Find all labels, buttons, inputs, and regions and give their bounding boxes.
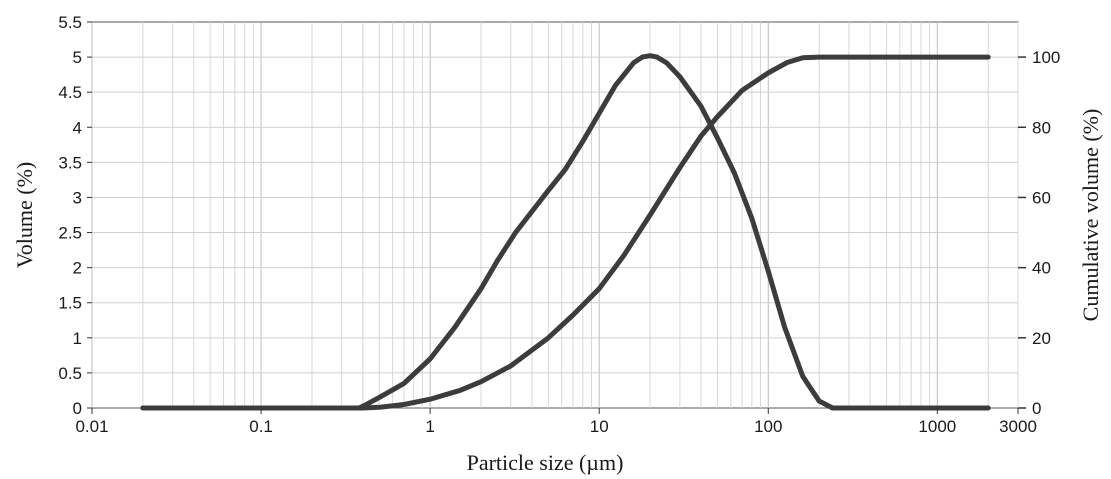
series-layer xyxy=(140,53,991,411)
x-tick-label: 100 xyxy=(754,417,782,436)
y-left-axis-label: Volume (%) xyxy=(12,162,37,269)
y-left-tick-label: 5.5 xyxy=(58,13,82,32)
x-tick-label: 0.01 xyxy=(75,417,108,436)
plot-frame xyxy=(91,21,1019,409)
y-left-tick-label: 5 xyxy=(73,48,82,67)
axes: 0.01 0.1 1 10 100 1000 300000.511.522.533.544.… xyxy=(58,13,1060,436)
y-right-axis-label: Cumulative volume (%) xyxy=(1078,109,1103,322)
y-right-tick-label: 100 xyxy=(1032,48,1060,67)
x-tick-label: 10 xyxy=(590,417,609,436)
cumulative-volume-series-line xyxy=(140,54,991,411)
x-tick-label: 1000 xyxy=(918,417,956,436)
x-tick-label: 0.1 xyxy=(249,417,273,436)
y-left-tick-label: 0 xyxy=(73,399,82,418)
y-right-tick-label: 60 xyxy=(1032,188,1051,207)
y-left-tick-label: 4.5 xyxy=(58,83,82,102)
y-right-tick-label: 20 xyxy=(1032,329,1051,348)
grid xyxy=(91,22,1019,408)
y-left-tick-label: 2.5 xyxy=(58,224,82,243)
y-right-tick-label: 0 xyxy=(1032,399,1041,418)
x-tick-label: 1 xyxy=(425,417,434,436)
y-left-tick-label: 3.5 xyxy=(58,153,82,172)
y-left-tick-label: 1.5 xyxy=(58,294,82,313)
y-right-tick-label: 40 xyxy=(1032,259,1051,278)
volume-series-line xyxy=(140,53,991,411)
y-left-tick-label: 0.5 xyxy=(58,364,82,383)
y-left-tick-label: 2 xyxy=(73,259,82,278)
x-axis-label: Particle size (µm) xyxy=(467,450,624,475)
y-left-tick-label: 1 xyxy=(73,329,82,348)
y-left-tick-label: 3 xyxy=(73,188,82,207)
x-tick-label: 3000 xyxy=(999,417,1037,436)
y-right-tick-label: 80 xyxy=(1032,118,1051,137)
y-left-tick-label: 4 xyxy=(73,118,82,137)
